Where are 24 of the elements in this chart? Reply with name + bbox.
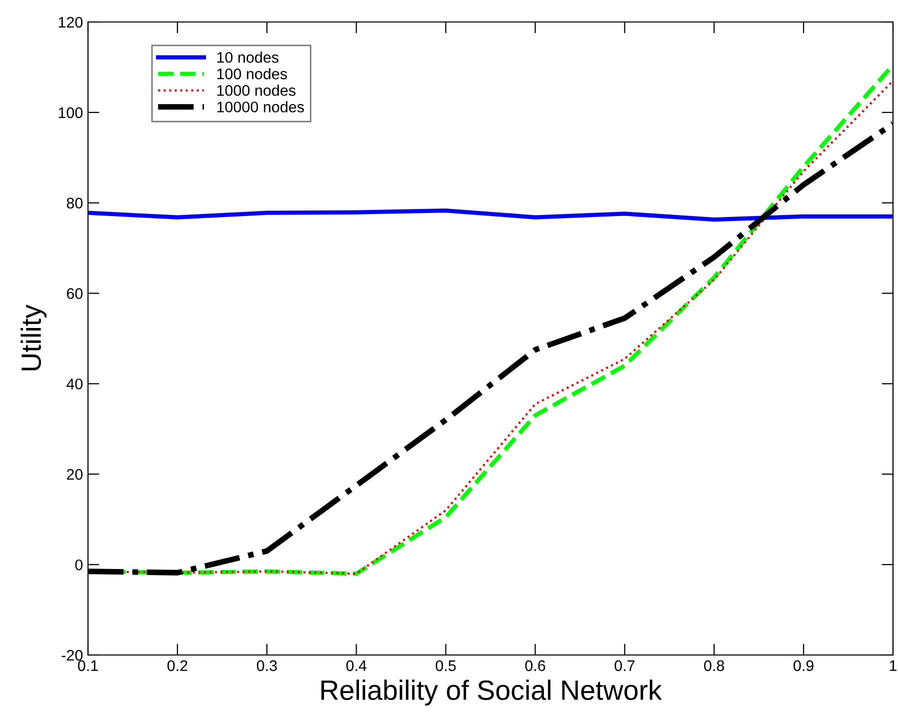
y-axis-title: Utility <box>20 304 47 370</box>
y-tick-label: 120 <box>58 16 83 28</box>
x-tick-label: 0.4 <box>346 660 367 672</box>
x-tick-label: 0.6 <box>525 660 546 672</box>
y-tick-label: 100 <box>58 107 83 118</box>
y-tick-label: 0 <box>75 559 83 570</box>
x-tick-label: 1 <box>890 660 897 671</box>
y-tick-label: -20 <box>62 650 83 661</box>
legend-label: 10 nodes <box>217 52 278 63</box>
x-tick-label: 0.2 <box>167 660 188 672</box>
y-tick-label: 60 <box>66 288 83 299</box>
legend-label: 100 nodes <box>217 68 287 80</box>
legend-label: 10000 nodes <box>217 101 304 112</box>
x-tick-label: 0.3 <box>256 660 277 672</box>
x-tick-label: 0.5 <box>436 660 456 672</box>
y-tick-label: 40 <box>66 378 83 390</box>
x-tick-label: 0.9 <box>794 660 814 672</box>
legend-label: 1000 nodes <box>217 84 296 96</box>
x-tick-label: 0.1 <box>78 660 98 672</box>
y-tick-label: 80 <box>66 198 83 209</box>
y-tick-label: 20 <box>66 469 83 480</box>
x-axis-title: Reliability of Social Network <box>321 680 662 706</box>
x-tick-label: 0.8 <box>704 660 724 672</box>
x-tick-label: 0.7 <box>614 660 635 672</box>
